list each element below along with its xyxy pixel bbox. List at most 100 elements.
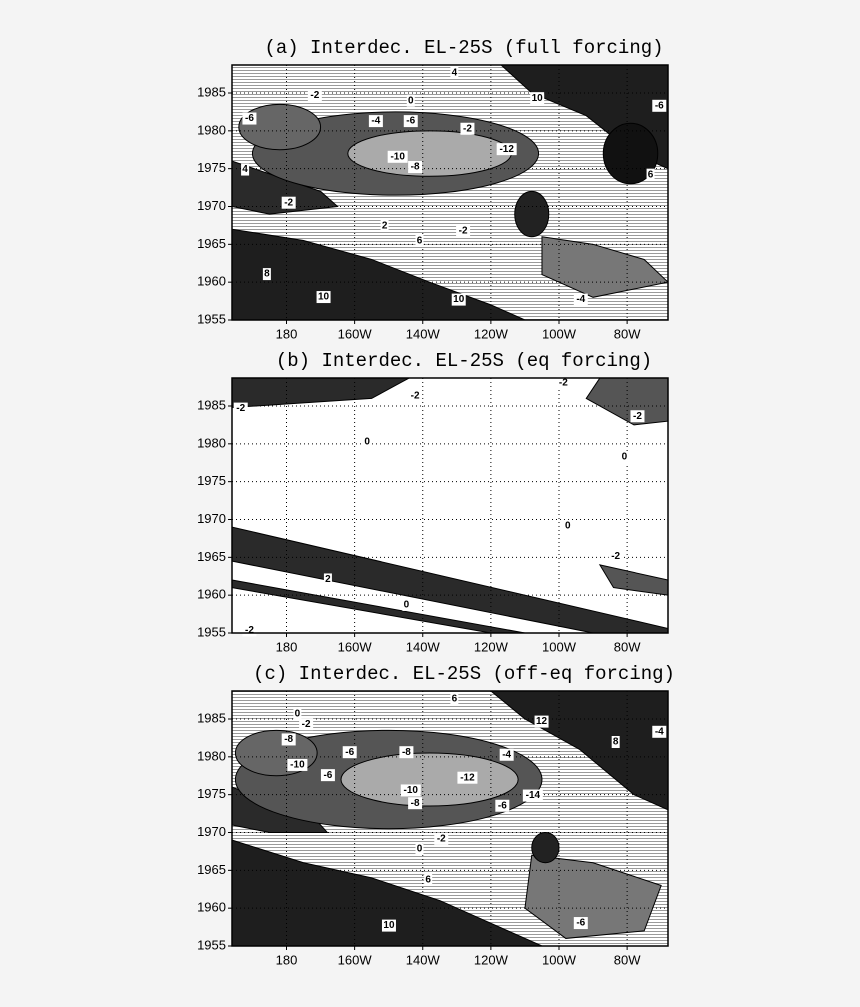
- shading-region: [585, 378, 668, 426]
- x-tick-label: 180: [276, 326, 298, 341]
- contour-label: 0: [364, 436, 370, 447]
- y-tick-label: 1975: [197, 786, 226, 801]
- x-tick-label: 100W: [542, 952, 577, 967]
- contour-label: -4: [371, 116, 380, 127]
- contour-label-box: [495, 799, 510, 812]
- contour-label: -10: [390, 151, 405, 162]
- contour-label-box: [450, 66, 459, 79]
- y-tick-label: 1955: [197, 937, 226, 952]
- contour-label: -2: [611, 551, 620, 562]
- contour-label-box: [406, 94, 415, 107]
- contour-label: 0: [404, 600, 410, 611]
- y-tick-label: 1985: [197, 710, 226, 725]
- y-tick-label: 1960: [197, 900, 226, 915]
- y-tick-label: 1960: [197, 587, 226, 602]
- contour-label-box: [287, 758, 308, 771]
- contour-label-box: [424, 873, 433, 886]
- contour-label: -12: [460, 772, 475, 783]
- contour-label-box: [456, 224, 471, 237]
- contour-label: -8: [411, 798, 420, 809]
- y-tick-label: 1980: [197, 435, 226, 450]
- contour-label: -10: [404, 785, 419, 796]
- contour-label-box: [460, 122, 475, 135]
- shading-region: [232, 839, 543, 946]
- contour-label: -2: [633, 411, 642, 422]
- shading: [232, 65, 668, 320]
- contour-label: 10: [383, 920, 395, 931]
- panel: (b) Interdec. EL-25S (eq forcing) 180 160W…: [197, 350, 669, 654]
- shading-region: [232, 378, 410, 409]
- x-tick-label: 120W: [474, 639, 509, 654]
- y-tick-label: 1980: [197, 122, 226, 137]
- contour-label-box: [316, 291, 331, 304]
- x-tick-label: 160W: [338, 326, 373, 341]
- contour-label: -2: [310, 90, 319, 101]
- contour-label-box: [233, 402, 248, 415]
- contour-label: 8: [264, 269, 270, 280]
- y-tick-label: 1965: [197, 549, 226, 564]
- contour-label: -6: [406, 116, 415, 127]
- contour-label-box: [399, 746, 414, 759]
- x-tick-label: 100W: [542, 639, 577, 654]
- contour-label-box: [368, 115, 383, 128]
- x-tick-label: 140W: [406, 639, 441, 654]
- contour-label: -6: [498, 800, 507, 811]
- contour-label-box: [652, 725, 667, 738]
- x-tick-label: 100W: [542, 326, 577, 341]
- y-tick-label: 1980: [197, 748, 226, 763]
- x-tick-label: 120W: [474, 952, 509, 967]
- y-tick-label: 1970: [197, 198, 226, 213]
- contour-label: 0: [622, 452, 628, 463]
- contour-label-box: [522, 789, 543, 802]
- y-tick-label: 1985: [197, 397, 226, 412]
- contour-label: 10: [532, 93, 544, 104]
- x-tick-label: 140W: [406, 952, 441, 967]
- contour-label-box: [496, 143, 517, 156]
- x-tick-label: 80W: [614, 326, 641, 341]
- contour-label-box: [402, 598, 411, 611]
- y-tick-label: 1965: [197, 236, 226, 251]
- contour-label-box: [573, 293, 588, 306]
- contour-label-box: [241, 163, 250, 176]
- contour-label-box: [450, 692, 459, 705]
- plot-frame: [231, 377, 669, 634]
- contour-label-box: [293, 707, 302, 720]
- chart-title: (a) Interdec. EL-25S (full forcing): [264, 37, 663, 59]
- contour-label: -6: [323, 770, 332, 781]
- contour-label: 12: [536, 716, 548, 727]
- contour-label-box: [320, 769, 335, 782]
- x-tick-label: 180: [276, 639, 298, 654]
- contour-label: 8: [613, 737, 619, 748]
- contour-label: -12: [499, 144, 514, 155]
- contour-label: -2: [284, 197, 293, 208]
- contour-label: 2: [325, 574, 331, 585]
- contour-label-box: [573, 917, 588, 930]
- plot-frame: [231, 690, 669, 947]
- shading-region: [347, 130, 512, 177]
- contour-label: 10: [453, 294, 465, 305]
- contour-label: 4: [452, 67, 458, 78]
- contour-label-box: [242, 112, 257, 125]
- contour-label-box: [363, 435, 372, 448]
- contour-label-box: [387, 150, 408, 163]
- contour-label: -2: [245, 625, 254, 636]
- contour-label-box: [400, 784, 421, 797]
- shading-region: [514, 190, 550, 238]
- contour-label: -2: [559, 378, 568, 389]
- contour-label-box: [415, 234, 424, 247]
- contour-label-box: [342, 746, 357, 759]
- panel: (c) Interdec. EL-25S (off-eq forcing) 180…: [197, 663, 675, 967]
- contour-label: -4: [502, 749, 511, 760]
- contour-label-box: [652, 99, 667, 112]
- contour-label-box: [534, 715, 549, 728]
- shading-region: [598, 564, 668, 596]
- contour-label-box: [646, 168, 655, 181]
- contour-label-box: [434, 832, 449, 845]
- contour-label-box: [451, 293, 466, 306]
- contour-label: -4: [576, 294, 585, 305]
- shading-region: [232, 579, 526, 633]
- contour-label-box: [381, 919, 396, 932]
- contour-label-box: [556, 377, 571, 390]
